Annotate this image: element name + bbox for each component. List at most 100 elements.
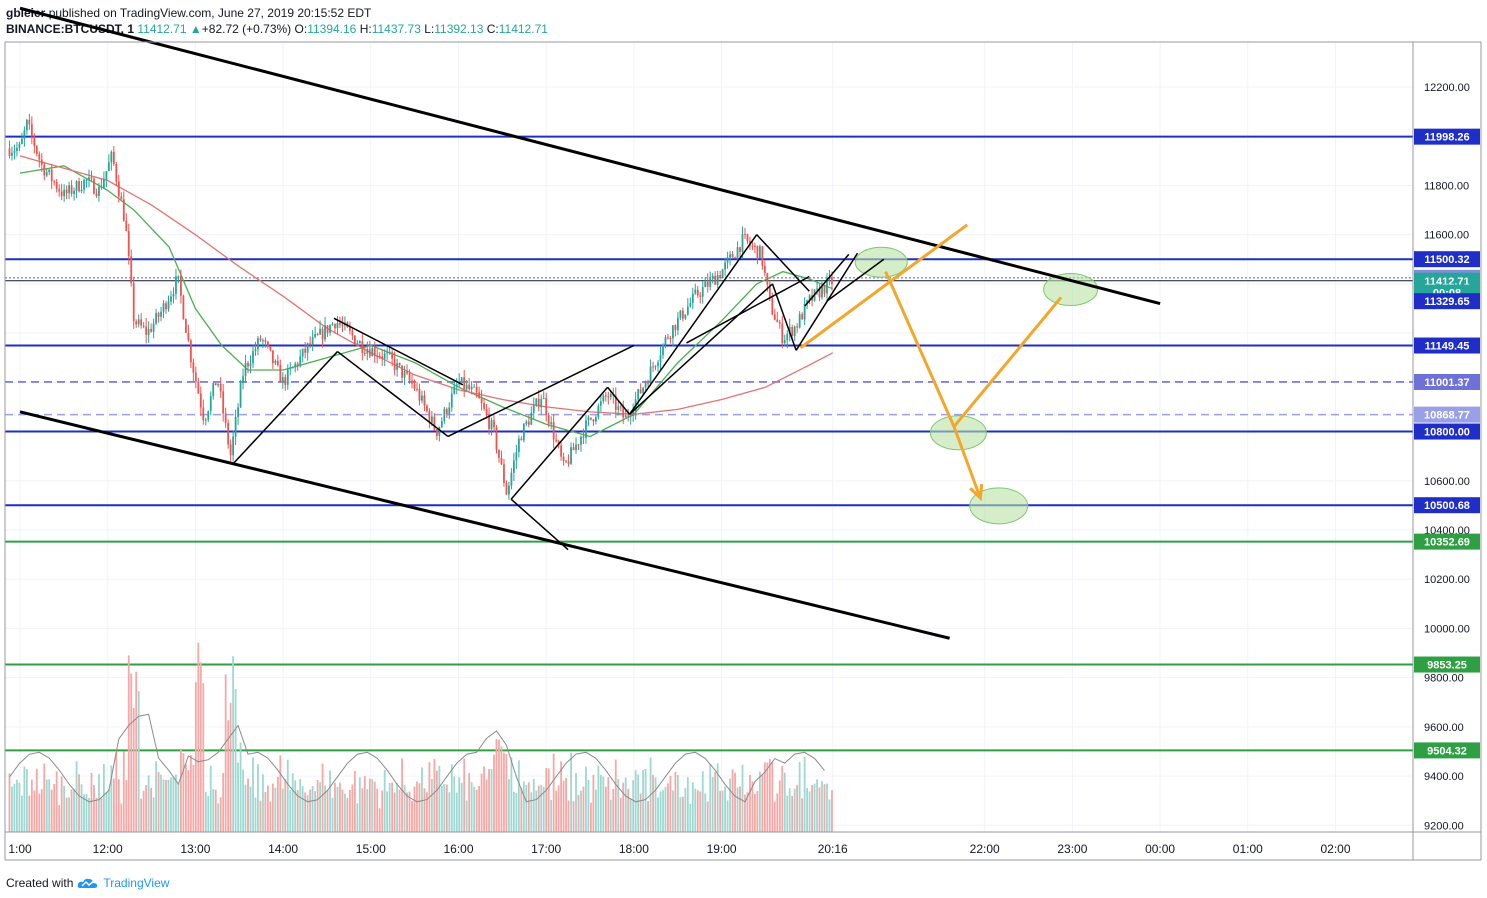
- volume-bar: [704, 793, 707, 832]
- volume-bar: [381, 790, 384, 832]
- candle-body: [597, 405, 600, 418]
- volume-bar: [662, 790, 664, 832]
- price-axis-labels: 11998.2611500.3211424.6811149.4511001.37…: [1414, 128, 1480, 759]
- candle-body: [187, 332, 190, 341]
- volume-bar: [711, 777, 714, 832]
- volume-average-line: [9, 713, 825, 803]
- volume-bar: [726, 800, 729, 832]
- candle-body: [237, 407, 239, 417]
- volume-bar: [803, 756, 806, 832]
- volume-bar: [731, 769, 734, 832]
- candle-body: [562, 456, 565, 461]
- candle-body: [212, 383, 215, 397]
- volume-bar: [463, 758, 466, 832]
- candle-body: [433, 416, 436, 430]
- candle-body: [413, 383, 416, 389]
- candle-body: [242, 376, 244, 384]
- tradingview-brand-link[interactable]: TradingView: [103, 876, 170, 890]
- volume-bar: [30, 779, 33, 832]
- volume-bar: [749, 774, 751, 832]
- candle-body: [115, 163, 118, 182]
- trendline: [771, 283, 797, 351]
- volume-bar: [594, 789, 597, 832]
- candle-body: [386, 352, 389, 354]
- candle-body: [816, 288, 818, 290]
- candle-body: [821, 285, 823, 298]
- volume-bar: [157, 772, 160, 832]
- volume-bar: [495, 739, 498, 832]
- candle-body: [170, 296, 172, 302]
- price-level-label: 10352.69: [1424, 537, 1470, 549]
- price-marker-label-background: [1414, 293, 1480, 310]
- candle-body: [165, 303, 167, 310]
- candle-body: [284, 377, 287, 385]
- projection-arrow: [799, 223, 969, 350]
- author-name[interactable]: gbleier: [6, 6, 46, 20]
- volume-bar: [545, 768, 548, 832]
- volume-bar: [475, 789, 478, 832]
- price-level-label: 11500.32: [1424, 254, 1469, 266]
- candle-body: [609, 393, 612, 398]
- volume-bar: [25, 769, 28, 832]
- volume-bar: [426, 792, 428, 832]
- time-tick-label: 12:00: [93, 842, 123, 856]
- candle-body: [475, 386, 478, 393]
- candle-body: [152, 323, 155, 332]
- candle-body: [90, 177, 93, 179]
- price-levels: [5, 135, 1413, 752]
- candle-body: [689, 302, 692, 307]
- volume-bar: [356, 803, 359, 832]
- candle-body: [721, 269, 724, 279]
- candle-body: [781, 323, 784, 343]
- price-level-label-background: [1414, 423, 1480, 440]
- candle-body: [391, 352, 394, 359]
- candle-body: [279, 365, 282, 383]
- candle-body: [232, 436, 235, 456]
- volume-bar: [331, 797, 334, 832]
- volume-bar: [433, 758, 436, 832]
- volume-bar: [391, 782, 394, 832]
- price-level-label-background: [1414, 128, 1480, 145]
- volume-bar: [184, 764, 187, 832]
- volume-bar: [286, 759, 289, 832]
- candle-body: [162, 303, 165, 312]
- volume-bar: [339, 782, 341, 832]
- volume-bar: [694, 788, 697, 832]
- volume-bar: [18, 782, 21, 832]
- volume-bar: [306, 795, 309, 832]
- volume-bar: [597, 765, 600, 832]
- volume-bar: [811, 785, 813, 832]
- volume-bar: [83, 794, 85, 832]
- volume-bar: [756, 790, 759, 832]
- target-zone: [929, 415, 987, 451]
- volume-bar: [98, 774, 100, 832]
- price-tick-label: 10000.00: [1424, 623, 1470, 635]
- candle-body: [294, 363, 297, 368]
- close-value: 11412.71: [498, 22, 548, 36]
- candle-body: [704, 281, 707, 288]
- candle-body: [642, 387, 645, 393]
- candle-body: [639, 389, 642, 393]
- volume-bar: [105, 792, 108, 832]
- volume-bar: [493, 754, 495, 832]
- candle-body: [679, 310, 682, 318]
- volume-bar: [746, 792, 749, 832]
- candle-body: [696, 289, 699, 296]
- volume-bar: [510, 757, 513, 832]
- volume-bar: [607, 777, 610, 832]
- volume-bar: [761, 774, 764, 832]
- candle-body: [341, 324, 344, 326]
- volume-bar: [766, 762, 769, 832]
- volume-bar: [602, 776, 605, 832]
- volume-bar: [585, 766, 587, 832]
- candle-body: [381, 356, 384, 359]
- volume-bar: [152, 797, 155, 832]
- volume-bar: [361, 788, 364, 832]
- time-tick-label: 14:00: [268, 842, 298, 856]
- candle-body: [545, 397, 548, 416]
- volume-bar: [376, 788, 379, 832]
- volume-bar: [555, 790, 558, 832]
- volume-bar: [786, 795, 789, 832]
- volume-bar: [458, 777, 461, 832]
